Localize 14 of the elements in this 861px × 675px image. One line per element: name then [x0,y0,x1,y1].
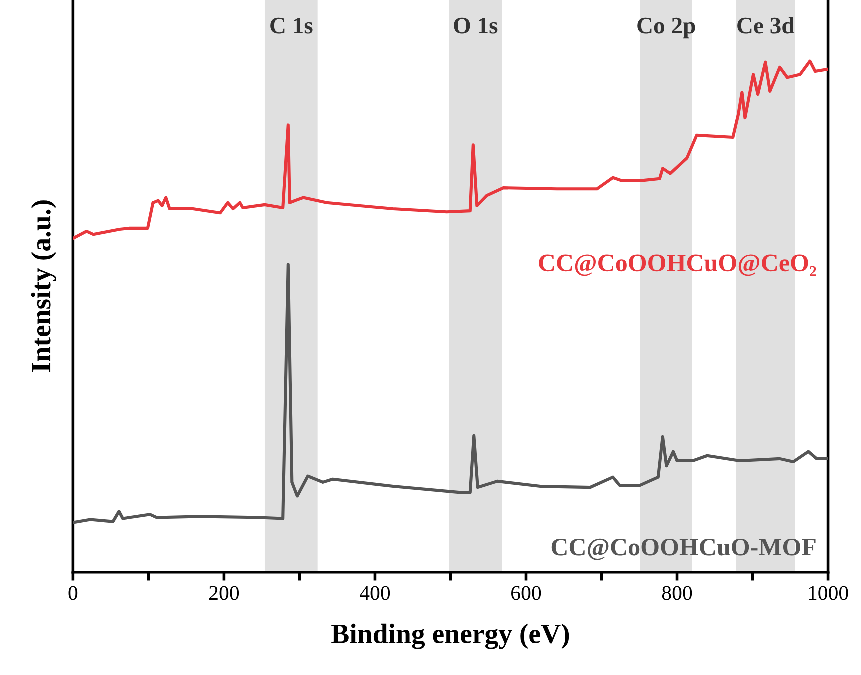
x-tick-label: 600 [512,586,542,600]
y-axis-title: Intensity (a.u.) [31,200,57,372]
x-axis-title: Binding energy (eV) [332,624,570,650]
x-tick-label: 800 [662,586,692,600]
x-tick-label: 0 [68,586,78,600]
band-label: O 1s [454,18,498,34]
text: CC@CoOOHCuO-MOF [552,538,816,560]
x-tick-label: 200 [209,586,240,600]
band-label: Ce 3d [738,17,795,34]
band-label: C 1s [270,18,313,34]
x-tick-label: 1000 [809,586,848,600]
band-label: Co 2p [638,18,696,39]
text: CC@CoOOHCuO@CeO₂ [539,254,816,276]
x-tick-label: 400 [360,586,390,600]
